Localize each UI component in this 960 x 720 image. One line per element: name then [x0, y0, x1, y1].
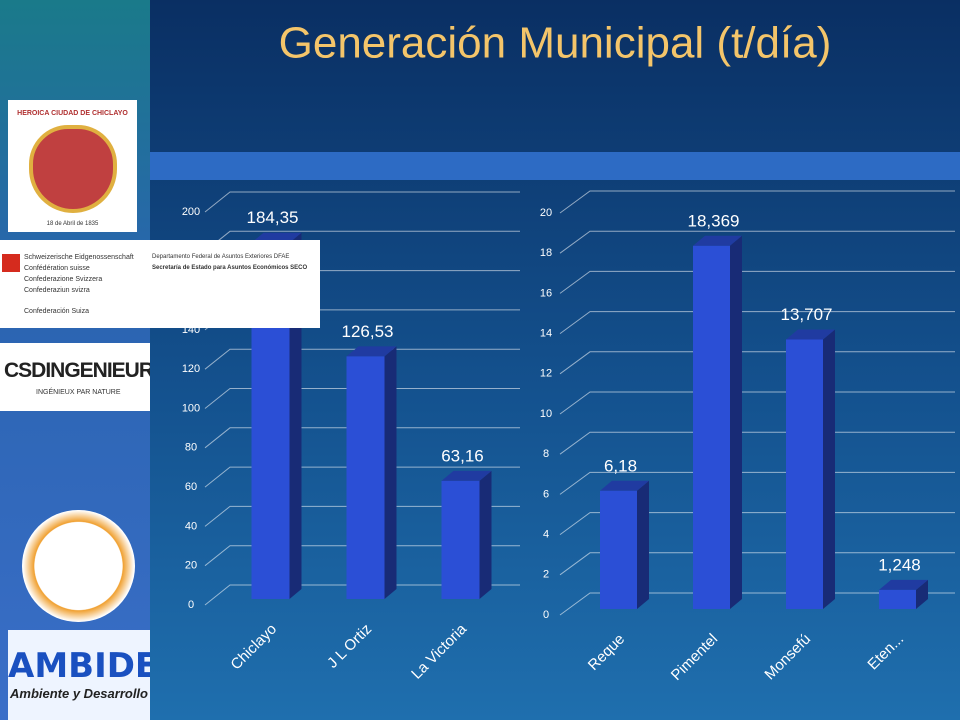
org-logo	[22, 510, 135, 622]
bar-top	[879, 579, 928, 590]
x-tick-label: Reque	[585, 631, 628, 674]
x-tick-label: Chiclayo	[227, 621, 280, 674]
grid-line	[204, 545, 520, 567]
grid-line	[559, 391, 955, 415]
y-tick-label: 6	[543, 488, 549, 500]
y-tick-label: 20	[185, 560, 197, 572]
bar	[600, 490, 637, 609]
y-tick-label: 60	[185, 481, 197, 493]
y-tick-label: 80	[185, 442, 197, 454]
x-tick-label: Eten...	[864, 631, 907, 674]
bar	[441, 480, 480, 599]
data-label: 63,16	[441, 446, 484, 465]
grid-line	[559, 351, 955, 375]
data-label: 13,707	[781, 305, 833, 324]
y-tick-label: 40	[185, 520, 197, 532]
grid-line	[204, 466, 520, 488]
slide-title: Generación Municipal (t/día)	[279, 19, 832, 68]
grid-line	[559, 230, 955, 254]
grid-line	[559, 270, 955, 294]
logo-text: Confederaziun svizra	[24, 287, 90, 294]
y-tick-label: 2	[543, 569, 549, 581]
bar-top	[346, 346, 397, 357]
grid-line	[204, 505, 520, 527]
bar	[879, 589, 916, 609]
bar-side	[916, 579, 928, 609]
logo-text: Schweizerische Eidgenossenschaft	[24, 254, 134, 261]
grid-line	[204, 348, 520, 370]
logo-text: Confédération suisse	[24, 265, 90, 272]
logo-text: Departamento Federal de Asuntos Exterior…	[152, 254, 290, 260]
data-label: 126,53	[342, 322, 394, 341]
y-tick-label: 18	[540, 247, 552, 259]
y-tick-label: 100	[182, 402, 200, 414]
grid-line	[204, 388, 520, 409]
header-band	[150, 152, 960, 180]
grid-line	[204, 584, 520, 606]
swiss-logo: Schweizerische Eidgenossenschaft Confédé…	[0, 240, 320, 328]
ambides-logo: AMBIDES Ambiente y Desarrollo	[8, 630, 150, 720]
bar	[786, 339, 823, 609]
csd-logo: CSDINGENIEURS INGÉNIEUX PAR NATURE	[0, 343, 150, 411]
bar	[693, 245, 730, 610]
y-tick-label: 16	[540, 287, 552, 299]
y-tick-label: 8	[543, 448, 549, 460]
grid-line	[204, 191, 520, 213]
y-tick-label: 14	[540, 328, 552, 340]
y-tick-label: 0	[543, 609, 549, 621]
bar	[346, 356, 385, 599]
grid-line	[559, 311, 955, 335]
y-tick-label: 4	[543, 529, 549, 541]
logo-text: AMBIDES	[8, 646, 150, 686]
bar-top	[786, 329, 835, 340]
x-tick-label: J L Ortiz	[324, 621, 375, 672]
grid-line	[204, 427, 520, 449]
bar-side	[384, 346, 397, 599]
data-label: 184,35	[247, 208, 299, 227]
data-label: 1,248	[878, 555, 921, 574]
data-label: 6,18	[604, 456, 637, 475]
logo-text: Confederazione Svizzera	[24, 276, 103, 283]
grid-line	[559, 190, 955, 214]
y-tick-label: 10	[540, 408, 552, 420]
logo-text: Ambiente y Desarrollo	[10, 686, 148, 701]
y-tick-label: 200	[182, 206, 200, 218]
y-tick-label: 12	[540, 368, 552, 380]
bar-side	[479, 470, 492, 599]
logo-text: HEROICA CIUDAD DE CHICLAYO	[17, 110, 128, 117]
seal-logo: HEROICA CIUDAD DE CHICLAYO 18 de Abril d…	[8, 100, 137, 232]
y-tick-label: 120	[182, 363, 200, 375]
logo-text: Confederación Suiza	[24, 308, 89, 315]
y-tick-label: 20	[540, 207, 552, 219]
data-label: 18,369	[688, 211, 740, 230]
bar-side	[730, 235, 742, 610]
logo-text: INGÉNIEUX PAR NATURE	[36, 389, 121, 396]
x-tick-label: Monsefú	[761, 631, 814, 684]
logo-text: CSDINGENIEURS	[4, 359, 150, 382]
logo-text: 18 de Abril de 1835	[46, 221, 99, 227]
bar-top	[600, 480, 649, 491]
bar-side	[637, 480, 649, 609]
x-tick-label: La Victoria	[408, 620, 470, 682]
bar-top	[693, 235, 742, 246]
grid-line	[559, 431, 955, 455]
y-tick-label: 0	[188, 599, 194, 611]
bar-top	[441, 470, 492, 481]
x-tick-label: Pimentel	[668, 631, 721, 684]
bar-side	[823, 329, 835, 609]
logo-text: Secretaría de Estado para Asuntos Económ…	[152, 265, 308, 271]
